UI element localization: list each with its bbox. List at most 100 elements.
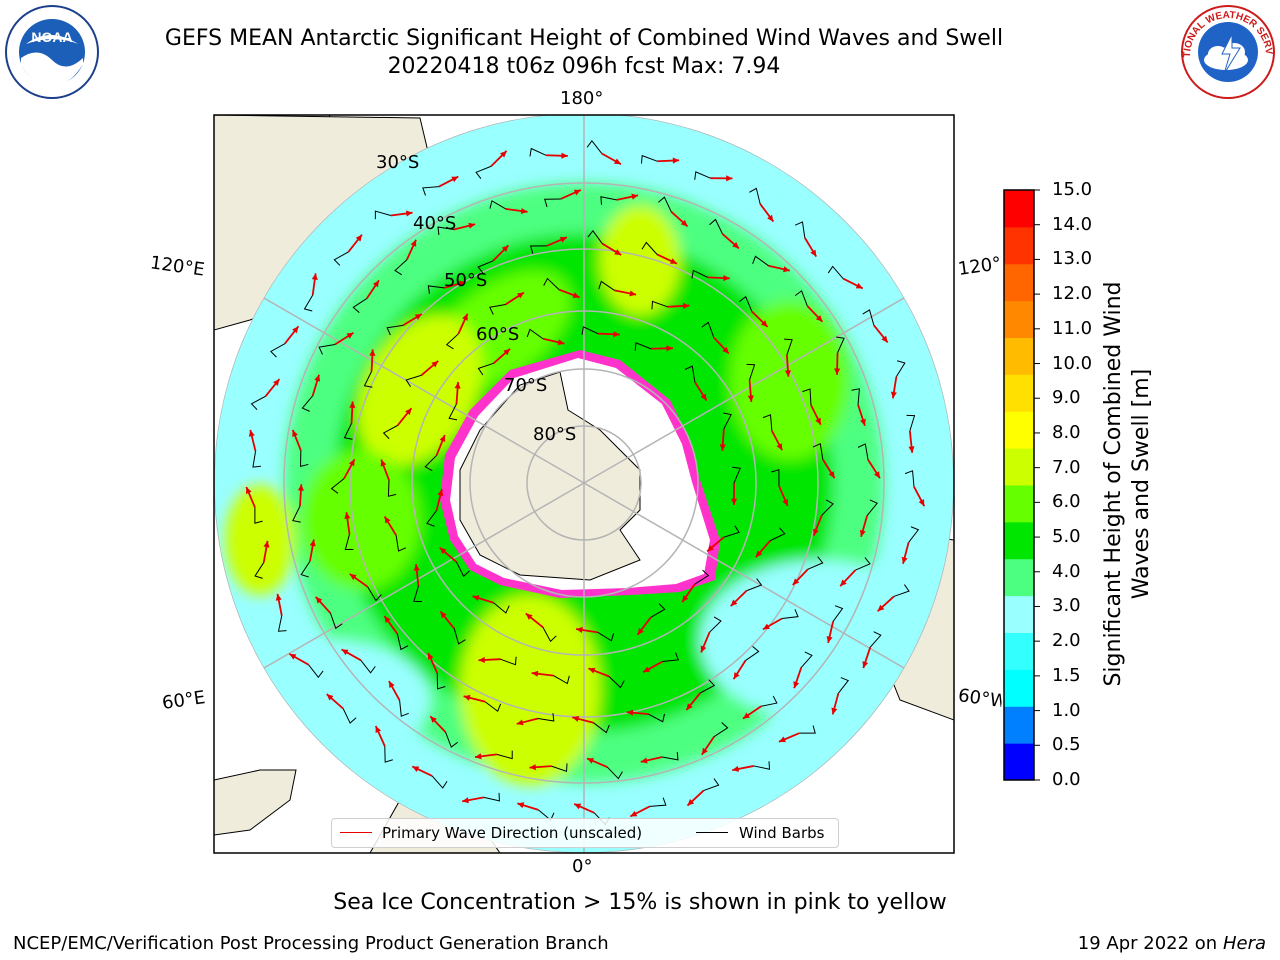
- wind-barb: [649, 797, 667, 807]
- wave-arrow-head: [762, 623, 770, 630]
- noaa-logo-icon: NOAA: [5, 5, 99, 99]
- wave-arrow-head: [412, 766, 420, 772]
- wave-arrow-head: [813, 528, 819, 536]
- wind-barb: [308, 664, 324, 679]
- legend-wave-line: [340, 832, 372, 833]
- lon-label-0: 0°: [572, 856, 593, 877]
- colorbar-tick-label: 13.0: [1052, 248, 1093, 270]
- sea-ice-caption: Sea Ice Concentration > 15% is shown in …: [333, 890, 947, 915]
- wind-barb: [771, 469, 780, 486]
- wave-arrow-head: [840, 579, 847, 587]
- wave-arrow-head: [700, 645, 707, 653]
- colorbar-tick-label: 7.0: [1052, 456, 1081, 478]
- wind-barb: [608, 676, 625, 689]
- wave-arrow-head: [613, 158, 621, 165]
- wind-barb: [424, 455, 437, 472]
- wave-arrow-head: [574, 803, 582, 810]
- wind-barb: [360, 659, 376, 674]
- wind-barb: [694, 171, 711, 180]
- wave-arrow-head: [613, 331, 620, 338]
- wave-arrow-head: [410, 239, 417, 247]
- legend-barb-label: Wind Barbs: [739, 824, 825, 842]
- wind-barb: [352, 298, 367, 314]
- wave-arrow-head: [369, 349, 376, 356]
- wind-barb: [394, 259, 408, 276]
- wind-barb: [761, 695, 778, 707]
- wave-arrow-head: [427, 652, 434, 660]
- wave-arrow-head: [275, 593, 282, 601]
- wind-barb: [723, 525, 740, 538]
- wind-barb: [799, 725, 816, 734]
- wind-barb: [857, 443, 869, 460]
- colorbar-tick-label: 1.5: [1052, 664, 1081, 686]
- wave-arrow-head: [454, 382, 461, 389]
- wind-barb: [343, 423, 353, 440]
- colorbar-band: [1004, 190, 1034, 228]
- wind-barb: [746, 363, 756, 381]
- wind-barb: [753, 761, 771, 770]
- colorbar-frame: [1003, 189, 1035, 781]
- wave-arrow-head: [778, 736, 786, 743]
- wind-barb: [330, 478, 345, 494]
- wave-arrow-head: [501, 245, 509, 252]
- wave-arrow-head: [372, 280, 379, 288]
- colorbar-tick-label: 1.0: [1052, 699, 1081, 721]
- wave-arrow-head: [666, 345, 673, 352]
- wave-arrow-head: [517, 292, 524, 299]
- wave-arrow-head: [730, 498, 738, 505]
- colorbar-band: [1004, 337, 1034, 375]
- wind-barb: [662, 652, 680, 663]
- wind-barb: [581, 326, 599, 335]
- wind-barb: [855, 557, 871, 571]
- wave-arrow-head: [472, 595, 480, 602]
- colorbar-band: [1004, 743, 1034, 781]
- wave-arrow-head: [263, 540, 270, 548]
- wave-arrow-head: [730, 599, 738, 607]
- wave-arrow-head: [348, 459, 355, 467]
- wind-barb: [342, 708, 357, 724]
- colorbar-tick-label: 0.5: [1052, 734, 1081, 756]
- wind-barb: [292, 506, 301, 523]
- wave-arrow-head: [637, 627, 644, 635]
- wave-arrow-head: [458, 280, 466, 287]
- chart-subtitle: 20220418 t06z 096h fcst Max: 7.94: [387, 54, 781, 79]
- lat-label-80s: 80°S: [533, 424, 577, 445]
- wave-arrow-head: [707, 545, 714, 552]
- wind-barb: [703, 778, 720, 792]
- wave-arrow-head: [631, 193, 639, 200]
- lat-label-60s: 60°S: [476, 324, 520, 345]
- wave-arrow-head: [499, 150, 507, 158]
- wind-barb: [782, 609, 799, 620]
- footer-date-text: 19 Apr 2022 on: [1077, 933, 1223, 954]
- wave-arrow-head: [669, 258, 677, 264]
- wave-arrow-head: [743, 712, 750, 719]
- wind-barb: [701, 321, 715, 338]
- wave-arrow-head: [873, 471, 880, 479]
- wind-barb: [691, 269, 708, 279]
- colorbar-tick-label: 3.0: [1052, 595, 1081, 617]
- wave-arrow-head: [520, 207, 528, 215]
- colorbar-band: [1004, 485, 1034, 523]
- wind-barb: [709, 616, 722, 633]
- wave-arrow-head: [630, 810, 638, 817]
- wind-barb: [838, 677, 850, 694]
- wave-arrow-head: [747, 395, 754, 402]
- lat-label-50s: 50°S: [444, 270, 488, 291]
- wave-arrow-head: [292, 326, 299, 334]
- wind-barb: [526, 328, 544, 340]
- wind-barb: [640, 154, 658, 164]
- wave-arrow-head: [672, 157, 680, 164]
- wind-barb: [732, 466, 741, 484]
- wave-arrow-head: [572, 715, 580, 722]
- wave-arrow-head: [462, 313, 468, 321]
- wave-arrow-head: [314, 374, 321, 382]
- wave-arrow-head: [826, 636, 833, 643]
- wind-barb: [270, 343, 286, 358]
- wave-arrow-head: [248, 429, 255, 437]
- wind-barb: [542, 627, 557, 643]
- wave-arrow-head: [643, 666, 651, 673]
- colorbar-tick-label: 0.0: [1052, 769, 1081, 790]
- wind-barb: [800, 651, 813, 668]
- wave-arrow-head: [517, 802, 525, 809]
- wave-arrow-head: [572, 292, 580, 299]
